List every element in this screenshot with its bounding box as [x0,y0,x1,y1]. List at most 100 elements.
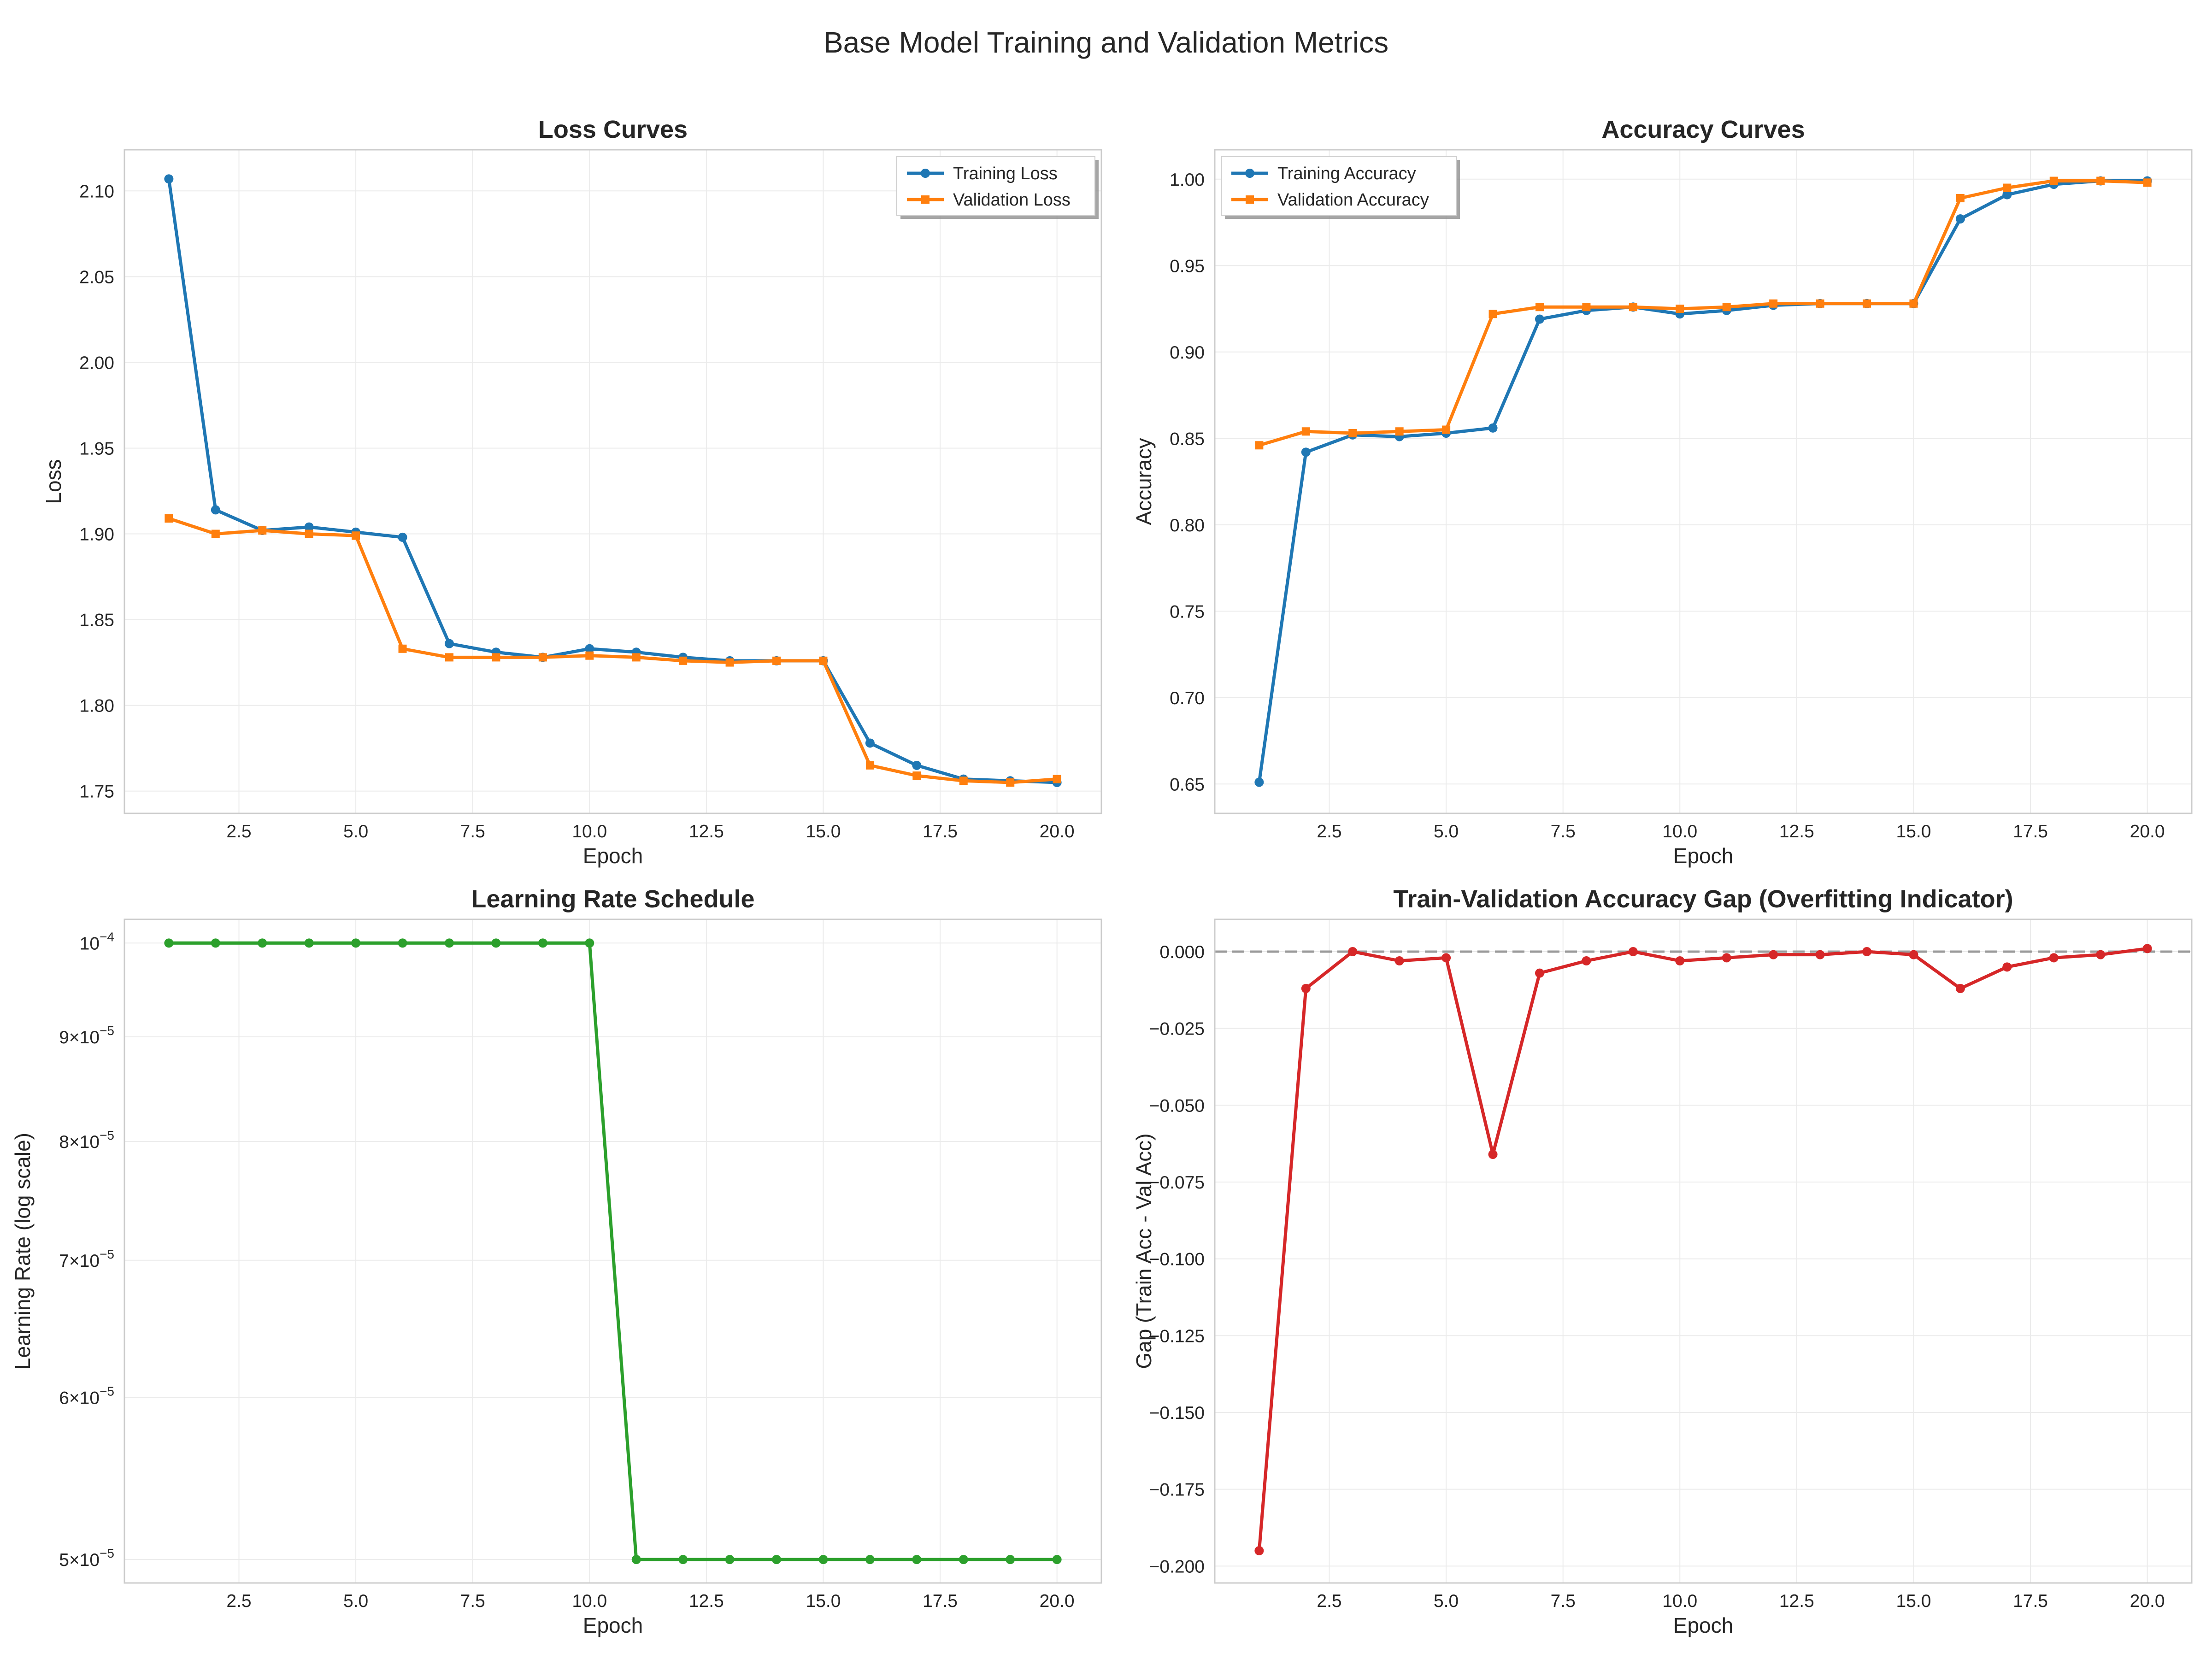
data-point-marker [1488,310,1497,318]
data-point-marker [632,653,641,662]
x-tick-label: 15.0 [806,822,841,841]
data-point-marker [304,522,314,532]
y-tick-label: −0.075 [1149,1173,1205,1193]
y-tick-label: 9×10−5 [59,1024,114,1047]
x-tick-label: 20.0 [2130,1591,2165,1611]
data-point-marker [585,644,594,653]
data-point-marker [818,1555,828,1565]
x-tick-label: 17.5 [923,822,958,841]
data-point-marker [398,938,407,948]
data-point-marker [1862,947,1872,956]
learning-rate-panel: 2.5 5.0 7.5 10.0 12.5 15.0 17.5 20.0 5×10−5 6×10−… [11,885,1102,1637]
data-point-marker [444,639,454,648]
data-point-marker [1006,1555,1015,1565]
x-tick-label: 17.5 [923,1591,958,1611]
data-point-marker [398,532,407,542]
y-tick-label: 0.90 [1170,343,1205,363]
data-point-marker [1909,950,1918,959]
data-point-marker [631,1555,641,1565]
y-tick-label: 1.80 [79,696,114,716]
x-tick-label: 20.0 [1040,822,1075,841]
y-axis-label: Learning Rate (log scale) [11,1133,35,1370]
data-point-marker [1052,1555,1062,1565]
x-tick-label: 20.0 [1040,1591,1075,1611]
data-point-marker [2049,176,2058,185]
data-point-marker [819,656,828,665]
legend-label: Validation Accuracy [1277,190,1429,210]
data-point-marker [1675,956,1685,965]
data-point-marker [1301,427,1310,436]
validation-accuracy-line [1259,179,2147,447]
data-point-marker [678,1555,688,1565]
legend-marker [1246,195,1254,204]
legend-label: Training Loss [953,164,1058,183]
x-axis-label: Epoch [1673,1613,1733,1637]
panel-title: Train-Validation Accuracy Gap (Overfitti… [1393,885,2013,913]
data-point-marker [1628,947,1638,956]
x-tick-label: 12.5 [1779,822,1814,841]
y-tick-label: 6×10−5 [59,1384,114,1408]
x-tick-label: 7.5 [460,1591,485,1611]
legend-marker [1245,169,1254,178]
data-point-marker [1955,214,1965,224]
data-point-marker [1722,303,1731,312]
data-point-marker [1769,950,1778,959]
x-tick-label: 7.5 [460,822,485,841]
data-point-marker [725,1555,735,1565]
y-tick-label: −0.050 [1149,1096,1205,1116]
axes-frame [1214,149,2193,814]
data-point-marker [444,938,454,948]
panel-title: Accuracy Curves [1601,116,1805,143]
x-tick-label: 2.5 [1317,1591,1341,1611]
data-point-marker [585,938,594,948]
x-tick-label: 2.5 [226,1591,251,1611]
data-point-marker [772,1555,782,1565]
x-tick-label: 12.5 [689,822,724,841]
panel-title: Learning Rate Schedule [471,885,754,913]
training-accuracy-line [1257,179,2147,782]
loss-curves-panel: 2.5 5.0 7.5 10.0 12.5 15.0 17.5 20.0 1.75 1.80 1.8… [41,116,1102,868]
legend-marker [921,169,930,178]
x-tick-label: 12.5 [1779,1591,1814,1611]
data-point-marker [865,738,875,748]
data-point-marker [1348,429,1357,437]
data-point-marker [585,651,594,660]
data-point-marker [1441,953,1451,963]
data-point-marker [2002,190,2012,200]
y-tick-label: −0.175 [1149,1480,1205,1500]
data-point-marker [2096,950,2106,959]
y-tick-label: −0.150 [1149,1403,1205,1423]
series-line [1257,947,2148,1551]
axes-frame [124,918,1102,1584]
data-point-marker [1863,299,1871,308]
data-point-marker [1535,314,1544,324]
data-point-marker [1394,956,1404,965]
data-point-marker [492,653,500,662]
x-tick-label: 7.5 [1551,1591,1576,1611]
axes-frame [124,149,1102,814]
data-point-marker [1348,947,1358,956]
legend-label: Training Accuracy [1277,164,1416,183]
data-point-marker [164,938,174,948]
data-point-marker [2096,176,2105,185]
data-point-marker [1909,299,1918,308]
x-tick-label: 12.5 [689,1591,724,1611]
y-tick-label: −0.025 [1149,1019,1205,1039]
axes-frame [1214,918,2193,1584]
y-tick-label: 2.05 [79,267,114,287]
y-tick-label: 1.00 [1170,170,1205,190]
data-point-marker [2049,953,2059,963]
data-point-marker [1535,303,1544,312]
data-point-marker [538,938,547,948]
x-tick-label: 15.0 [806,1591,841,1611]
y-axis-label: Accuracy [1132,438,1156,525]
data-point-marker [725,658,734,667]
data-point-marker [2142,944,2152,953]
data-point-marker [2002,962,2012,972]
x-tick-label: 5.0 [1434,822,1459,841]
data-point-marker [912,760,922,770]
figure-title: Base Model Training and Validation Metri… [823,26,1389,59]
y-tick-label: 0.70 [1170,688,1205,708]
x-tick-label: 2.5 [226,822,251,841]
validation-loss-line [168,517,1057,784]
